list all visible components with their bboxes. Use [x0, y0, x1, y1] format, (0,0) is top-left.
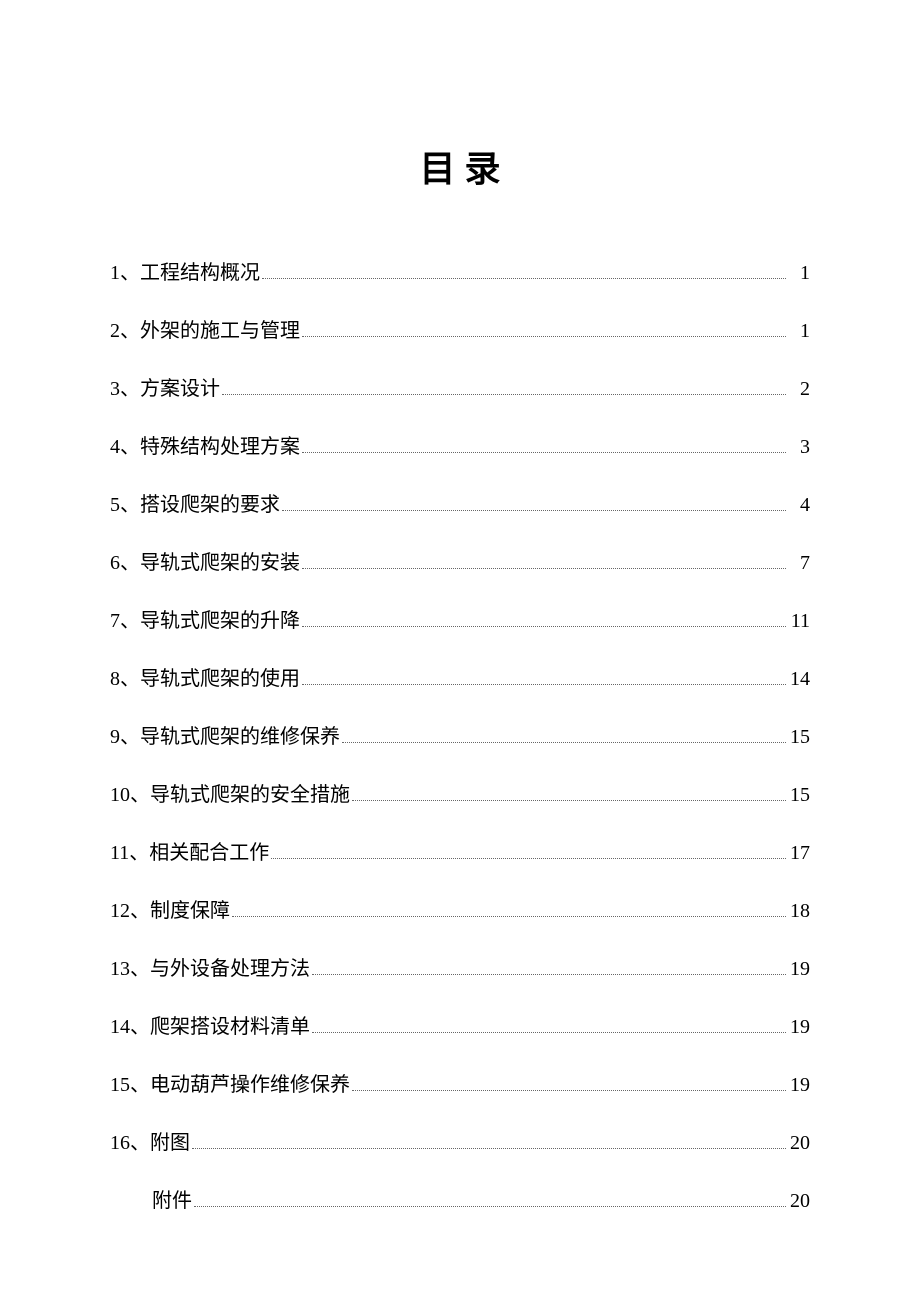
toc-number: 16、 — [110, 1126, 150, 1155]
title-spacing — [456, 149, 465, 189]
toc-leader — [194, 1206, 786, 1207]
toc-page: 20 — [790, 1132, 810, 1155]
toc-page: 19 — [790, 958, 810, 981]
toc-text: 制度保障 — [150, 894, 230, 923]
toc-text: 导轨式爬架的安全措施 — [150, 778, 350, 807]
toc-item: 8、导轨式爬架的使用 14 — [110, 662, 810, 691]
toc-item: 3、方案设计 2 — [110, 372, 810, 401]
toc-leader — [222, 394, 786, 395]
toc-text: 附图 — [150, 1126, 190, 1155]
toc-leader — [312, 974, 786, 975]
toc-leader — [312, 1032, 786, 1033]
toc-number: 15、 — [110, 1068, 150, 1097]
toc-number: 7、 — [110, 604, 140, 633]
toc-number: 11、 — [110, 836, 149, 865]
toc-leader — [192, 1148, 786, 1149]
toc-number: 9、 — [110, 720, 140, 749]
toc-item: 附件 20 — [110, 1184, 810, 1213]
toc-leader — [302, 452, 786, 453]
toc-leader — [302, 626, 786, 627]
toc-page: 20 — [790, 1190, 810, 1213]
toc-text: 电动葫芦操作维修保养 — [150, 1068, 350, 1097]
toc-page: 1 — [790, 262, 810, 285]
toc-page: 15 — [790, 784, 810, 807]
toc-text: 导轨式爬架的升降 — [140, 604, 300, 633]
toc-item: 11、相关配合工作 17 — [110, 836, 810, 865]
toc-number: 12、 — [110, 894, 150, 923]
toc-item: 14、爬架搭设材料清单 19 — [110, 1010, 810, 1039]
toc-text: 与外设备处理方法 — [150, 952, 310, 981]
toc-leader — [302, 684, 786, 685]
document-page: 目 录 1、工程结构概况12、外架的施工与管理13、方案设计24、特殊结构处理方… — [0, 0, 920, 1213]
toc-number: 10、 — [110, 778, 150, 807]
toc-text: 导轨式爬架的使用 — [140, 662, 300, 691]
toc-item: 2、外架的施工与管理 1 — [110, 314, 810, 343]
toc-item: 7、导轨式爬架的升降 11 — [110, 604, 810, 633]
toc-page: 4 — [790, 494, 810, 517]
toc-page: 14 — [790, 668, 810, 691]
title-char2: 录 — [465, 149, 501, 189]
toc-leader — [352, 1090, 786, 1091]
toc-leader — [271, 858, 786, 859]
toc-page: 11 — [790, 610, 810, 633]
toc-item: 12、制度保障 18 — [110, 894, 810, 923]
toc-page: 17 — [790, 842, 810, 865]
toc-number: 8、 — [110, 662, 140, 691]
toc-number: 6、 — [110, 546, 140, 575]
toc-leader — [302, 568, 786, 569]
toc-number: 5、 — [110, 488, 140, 517]
toc-page: 15 — [790, 726, 810, 749]
toc-page: 7 — [790, 552, 810, 575]
toc-page: 3 — [790, 436, 810, 459]
toc-text: 导轨式爬架的维修保养 — [140, 720, 340, 749]
toc-leader — [352, 800, 786, 801]
toc-text: 方案设计 — [140, 372, 220, 401]
toc-item: 15、电动葫芦操作维修保养 19 — [110, 1068, 810, 1097]
toc-text: 搭设爬架的要求 — [140, 488, 280, 517]
toc-page: 18 — [790, 900, 810, 923]
toc-number: 4、 — [110, 430, 140, 459]
toc-page: 2 — [790, 378, 810, 401]
toc-leader — [302, 336, 786, 337]
toc-number: 1、 — [110, 256, 140, 285]
toc-number: 13、 — [110, 952, 150, 981]
toc-list: 1、工程结构概况12、外架的施工与管理13、方案设计24、特殊结构处理方案35、… — [110, 256, 810, 1213]
toc-page: 1 — [790, 320, 810, 343]
toc-leader — [282, 510, 786, 511]
toc-number: 2、 — [110, 314, 140, 343]
toc-text: 附件 — [152, 1184, 192, 1213]
toc-item: 10、导轨式爬架的安全措施 15 — [110, 778, 810, 807]
toc-leader — [262, 278, 786, 279]
toc-number: 3、 — [110, 372, 140, 401]
toc-item: 4、特殊结构处理方案 3 — [110, 430, 810, 459]
toc-leader — [232, 916, 786, 917]
toc-text: 导轨式爬架的安装 — [140, 546, 300, 575]
toc-item: 16、附图 20 — [110, 1126, 810, 1155]
toc-text: 工程结构概况 — [140, 256, 260, 285]
toc-text: 外架的施工与管理 — [140, 314, 300, 343]
toc-item: 1、工程结构概况 1 — [110, 256, 810, 285]
toc-item: 6、导轨式爬架的安装 7 — [110, 546, 810, 575]
toc-text: 特殊结构处理方案 — [140, 430, 300, 459]
toc-page: 19 — [790, 1074, 810, 1097]
toc-text: 相关配合工作 — [149, 836, 269, 865]
page-title: 目 录 — [110, 140, 810, 192]
toc-item: 13、与外设备处理方法 19 — [110, 952, 810, 981]
toc-page: 19 — [790, 1016, 810, 1039]
toc-number: 14、 — [110, 1010, 150, 1039]
toc-item: 9、导轨式爬架的维修保养 15 — [110, 720, 810, 749]
toc-text: 爬架搭设材料清单 — [150, 1010, 310, 1039]
title-char1: 目 — [419, 149, 455, 189]
toc-leader — [342, 742, 786, 743]
toc-item: 5、搭设爬架的要求 4 — [110, 488, 810, 517]
